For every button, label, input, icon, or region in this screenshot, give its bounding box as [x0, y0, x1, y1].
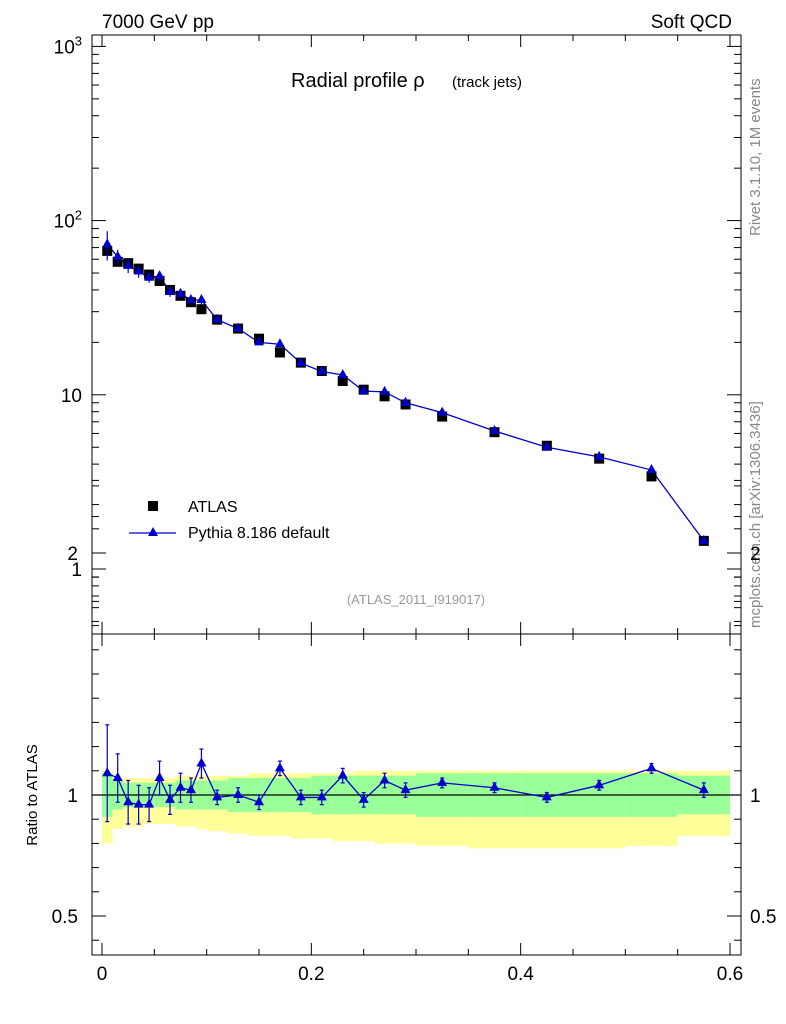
pythia-point	[646, 464, 657, 474]
ratio-y-tick-label-right: 1	[750, 786, 761, 807]
ratio-panel-frame	[91, 633, 742, 956]
pythia-point	[196, 294, 207, 304]
pythia-point	[594, 450, 605, 460]
legend-atlas-label: ATLAS	[188, 499, 238, 516]
pythia-point	[212, 313, 223, 323]
atlas-point	[646, 471, 657, 482]
pythia-point	[358, 385, 369, 395]
ratio-series-layer	[102, 724, 709, 825]
main-panel-frame	[91, 34, 742, 635]
header-left: 7000 GeV pp	[102, 12, 214, 33]
main-axis-ticks: 1 10 102 103	[54, 33, 741, 634]
pythia-ratio-point	[196, 757, 207, 767]
legend: ATLAS Pythia 8.186 default	[129, 499, 330, 542]
pythia-ratio-point	[254, 796, 264, 806]
plot-title: Radial profile ρ	[291, 70, 425, 92]
pythia-ratio-point	[154, 772, 165, 782]
pythia-point	[379, 385, 390, 395]
pythia-ratio-point	[274, 762, 285, 772]
x-tick-label: 0	[97, 964, 108, 985]
pythia-point	[254, 336, 264, 346]
pythia-ratio-point	[698, 784, 709, 794]
pythia-ratio-point	[175, 781, 186, 791]
pythia-ratio-point	[165, 793, 176, 803]
ratio-y-tick-label: 0.5	[52, 907, 78, 928]
x-tick-label: 0.2	[298, 964, 324, 985]
pythia-ratio-point	[379, 774, 390, 784]
header-right: Soft QCD	[651, 12, 732, 33]
pythia-point	[144, 271, 155, 281]
pythia-point	[175, 287, 186, 297]
pythia-point	[133, 265, 144, 275]
ratio-y-tick-label-right: 2	[750, 544, 761, 565]
atlas-point	[337, 376, 348, 387]
ratio-ylabel: Ratio to ATLAS	[24, 744, 41, 845]
pythia-line	[106, 243, 705, 542]
atlas-point	[274, 347, 285, 358]
y-tick-label: 102	[54, 208, 82, 233]
x-tick-label: 0.4	[507, 964, 534, 985]
pythia-point	[233, 322, 244, 332]
pythia-point	[165, 285, 176, 295]
pythia-ratio-point	[489, 781, 500, 791]
pythia-ratio-point	[295, 791, 306, 801]
pythia-ratio-point	[112, 772, 123, 782]
ratio-panel: 0.5 0.51 12 2 Ratio to ATLAS	[24, 479, 776, 956]
pythia-ratio-point	[337, 769, 348, 779]
pythia-ratio-point	[437, 776, 448, 786]
pythia-ratio-point	[212, 791, 223, 801]
pythia-point	[400, 396, 411, 406]
ratio-axis-ticks: 0.5 0.51 12 2	[52, 479, 776, 955]
plot-title-suffix: (track jets)	[452, 74, 522, 91]
pythia-ratio-line	[106, 761, 705, 806]
legend-pythia-marker	[148, 527, 158, 536]
pythia-point	[102, 238, 113, 248]
pythia-point	[154, 270, 165, 280]
pythia-ratio-point	[144, 798, 155, 808]
y-tick-label: 1	[71, 560, 82, 581]
pythia-ratio-point	[102, 767, 113, 777]
pythia-point	[274, 338, 285, 348]
pythia-ratio-point	[133, 798, 144, 808]
ratio-y-tick-label: 1	[67, 786, 78, 807]
pythia-point	[489, 424, 500, 434]
pythia-ratio-point	[358, 793, 369, 803]
pythia-point	[185, 294, 196, 304]
atlas-point	[437, 411, 448, 422]
atlas-point	[379, 391, 390, 402]
main-series-layer	[102, 231, 709, 546]
pythia-point	[541, 441, 552, 451]
x-tick-label: 0.6	[717, 964, 743, 985]
legend-atlas-marker	[148, 501, 158, 511]
pythia-ratio-point	[123, 796, 134, 806]
pythia-ratio-point	[541, 791, 552, 801]
pythia-point	[316, 365, 327, 375]
atlas-point	[196, 304, 207, 315]
pythia-ratio-point	[185, 784, 196, 794]
ratio-uncertainty-bands	[102, 770, 730, 849]
pythia-point	[698, 534, 709, 544]
ratio-y-tick-label-right: 0.5	[750, 907, 776, 928]
pythia-ratio-point	[594, 779, 605, 789]
y-tick-label: 10	[61, 386, 82, 407]
pythia-point	[123, 259, 134, 269]
pythia-ratio-point	[646, 762, 657, 772]
pythia-point	[295, 357, 306, 367]
pythia-ratio-point	[400, 784, 411, 794]
pythia-point	[112, 250, 123, 260]
legend-pythia-label: Pythia 8.186 default	[188, 525, 330, 542]
y-tick-label: 103	[54, 33, 82, 58]
analysis-tag: (ATLAS_2011_I919017)	[347, 592, 485, 607]
mcplots-label: mcplots.cern.ch [arXiv:1306.3436]	[747, 401, 764, 628]
x-axis-labels: 0 0.2 0.4 0.6	[97, 964, 744, 985]
rivet-version-label: Rivet 3.1.10, 1M events	[747, 78, 764, 236]
pythia-point	[437, 406, 448, 416]
pythia-ratio-point	[316, 791, 327, 801]
ratio-y-tick-label: 2	[67, 544, 78, 565]
pythia-point	[337, 368, 348, 378]
pythia-ratio-point	[233, 789, 244, 798]
